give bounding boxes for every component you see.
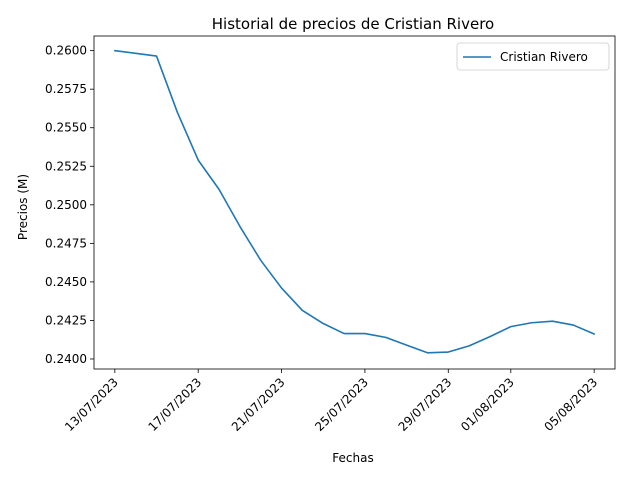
x-tick-label: 21/07/2023 [229,375,288,434]
series-line-cristian-rivero [114,49,595,354]
legend-label-cristian-rivero: Cristian Rivero [500,50,588,64]
y-tick-label: 0.2425 [45,313,87,327]
y-tick-label: 0.2500 [45,198,87,212]
x-tick-label: 25/07/2023 [312,375,371,434]
y-tick-label: 0.2600 [45,44,87,58]
chart-title: Historial de precios de Cristian Rivero [212,15,494,33]
y-tick-label: 0.2400 [45,352,87,366]
plot-area: 13/07/2023 17/07/2023 21/07/2023 25/07/2023… [45,35,616,434]
x-tick-label: 01/08/2023 [458,375,517,434]
y-tick-label: 0.2550 [45,121,87,135]
y-tick-label: 0.2450 [45,275,87,289]
x-tick-label: 05/08/2023 [541,375,600,434]
legend-box [456,42,610,71]
x-axis-label: Fechas [332,451,373,465]
y-tick-label: 0.2475 [45,236,87,250]
x-tick-label: 17/07/2023 [146,375,205,434]
y-tick-label: 0.2575 [45,82,87,96]
plot-frame [93,35,616,370]
y-tick-label: 0.2525 [45,159,87,173]
legend: Cristian Rivero [456,42,610,71]
x-tick-label: 13/07/2023 [62,375,121,434]
y-axis-label: Precios (M) [16,174,30,240]
x-tick-label: 29/07/2023 [396,375,455,434]
